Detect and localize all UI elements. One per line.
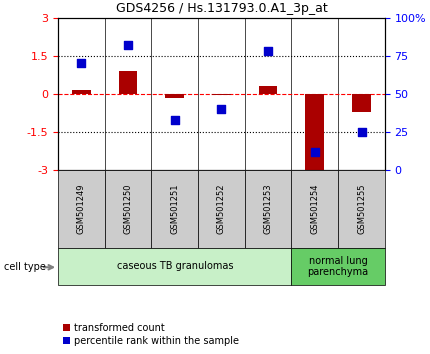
Legend: transformed count, percentile rank within the sample: transformed count, percentile rank withi… — [63, 323, 239, 346]
Bar — [305, 94, 324, 172]
Point — [311, 149, 318, 154]
Point — [171, 117, 178, 122]
Bar — [352, 94, 371, 112]
Bar — [105, 170, 151, 248]
Text: normal lung
parenchyma: normal lung parenchyma — [307, 256, 369, 277]
Text: GSM501254: GSM501254 — [310, 184, 319, 234]
Bar — [166, 94, 184, 98]
Text: GSM501251: GSM501251 — [170, 184, 179, 234]
Bar — [245, 170, 292, 248]
Text: cell type: cell type — [4, 262, 46, 272]
Point — [78, 61, 85, 66]
Point — [125, 42, 132, 48]
Point — [265, 48, 272, 54]
Bar — [212, 94, 231, 95]
Bar — [198, 170, 245, 248]
Bar — [119, 71, 138, 94]
Text: caseous TB granulomas: caseous TB granulomas — [117, 261, 233, 272]
Text: GSM501249: GSM501249 — [77, 184, 86, 234]
Text: GSM501253: GSM501253 — [264, 183, 273, 234]
Bar — [151, 170, 198, 248]
Bar — [72, 90, 91, 94]
Text: GSM501255: GSM501255 — [357, 184, 366, 234]
Text: GSM501250: GSM501250 — [123, 184, 132, 234]
Bar — [292, 248, 385, 285]
Title: GDS4256 / Hs.131793.0.A1_3p_at: GDS4256 / Hs.131793.0.A1_3p_at — [116, 2, 327, 15]
Point — [218, 106, 225, 112]
Point — [358, 129, 365, 135]
Bar — [292, 170, 338, 248]
Bar — [58, 248, 292, 285]
Text: GSM501252: GSM501252 — [217, 184, 226, 234]
Bar — [259, 86, 277, 94]
Bar — [58, 170, 105, 248]
Bar — [338, 170, 385, 248]
